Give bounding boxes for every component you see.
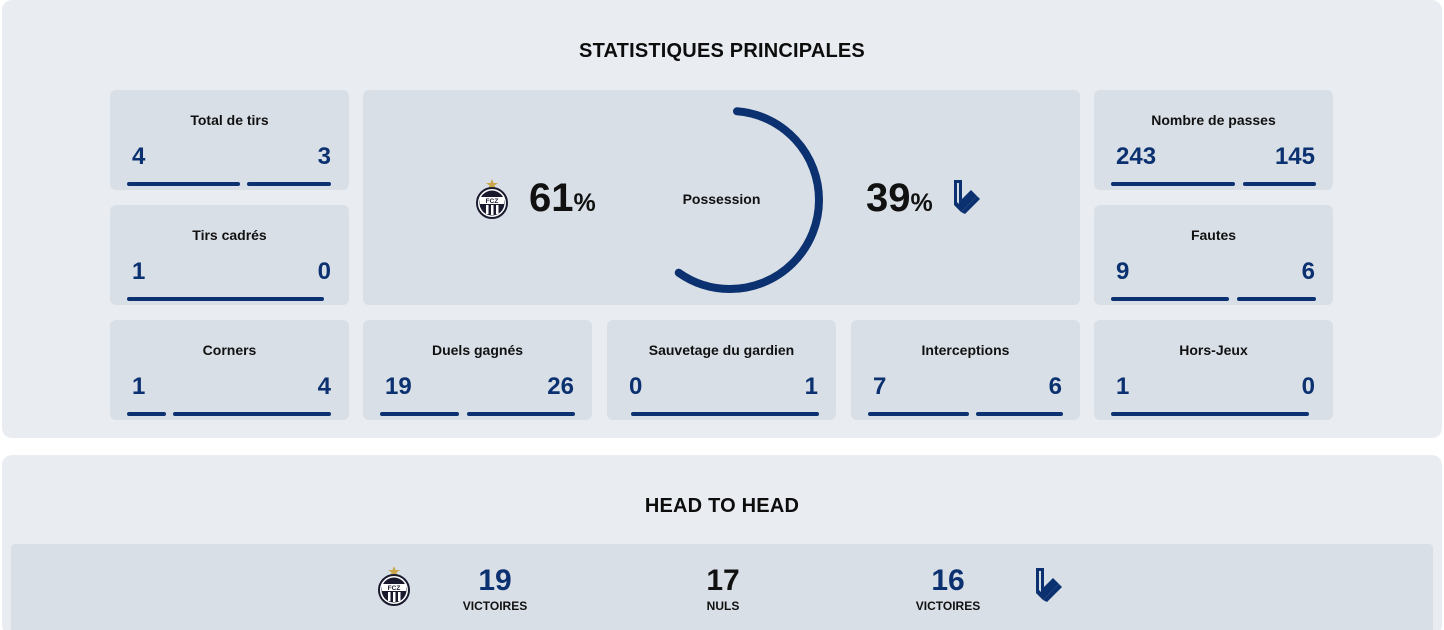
stat-card-passes: Nombre de passes 243 145 <box>1094 90 1333 190</box>
stat-label: Nombre de passes <box>1151 112 1276 128</box>
stat-label: Sauvetage du gardien <box>648 342 795 358</box>
possession-card: FCZ 61% Possession 39% <box>363 90 1080 305</box>
away-team-logo-icon <box>951 177 983 222</box>
stat-away-value: 0 <box>317 258 331 285</box>
head-to-head-strip: FCZ 19 VICTOIRES 17 NULS 16 VICTOIRES <box>11 544 1433 630</box>
stat-label: Hors-Jeux <box>1179 342 1248 358</box>
stat-away-bar <box>631 412 819 416</box>
stat-label: Tirs cadrés <box>192 227 267 243</box>
stat-label: Total de tirs <box>190 112 269 128</box>
stat-away-value: 6 <box>1301 258 1315 285</box>
away-wins-value: 16 <box>931 564 965 597</box>
home-team-crest-icon: FCZ <box>475 179 509 224</box>
stat-card-fouls: Fautes 9 6 <box>1094 205 1333 305</box>
stat-home-value: 1 <box>132 373 146 400</box>
stat-card-offsides: Hors-Jeux 1 0 <box>1094 320 1333 420</box>
stat-home-value: 1 <box>132 258 146 285</box>
stat-away-bar <box>976 412 1063 416</box>
home-wins-value: 19 <box>478 564 512 597</box>
stat-home-value: 1 <box>1116 373 1130 400</box>
head-to-head-section: HEAD TO HEAD FCZ 19 VICTOIRES 17 NULS 16… <box>2 455 1442 630</box>
stat-away-value: 1 <box>804 373 818 400</box>
svg-text:FCZ: FCZ <box>388 585 401 592</box>
stat-away-value: 26 <box>547 373 574 400</box>
stat-label: Duels gagnés <box>431 342 524 358</box>
stat-home-bar <box>1111 297 1229 301</box>
stat-away-bar <box>173 412 331 416</box>
stat-card-total-shots: Total de tirs 4 3 <box>110 90 349 190</box>
stat-card-shots-on-target: Tirs cadrés 1 0 <box>110 205 349 305</box>
svg-text:FCZ: FCZ <box>486 198 499 205</box>
stat-card-corners: Corners 1 4 <box>110 320 349 420</box>
stat-away-bar <box>1237 297 1316 301</box>
stat-away-bar <box>467 412 575 416</box>
stat-home-bar <box>1111 182 1235 186</box>
draws-value: 17 <box>706 564 740 597</box>
stat-card-interceptions: Interceptions 7 6 <box>851 320 1080 420</box>
away-wins-label: VICTOIRES <box>915 599 981 613</box>
stat-away-value: 145 <box>1274 143 1315 170</box>
draws-label: NULS <box>706 599 740 613</box>
stat-home-bar <box>380 412 459 416</box>
stat-home-bar <box>868 412 969 416</box>
stat-home-bar <box>127 297 324 301</box>
stat-away-value: 3 <box>317 143 331 170</box>
head-to-head-title: HEAD TO HEAD <box>644 495 800 517</box>
stat-label: Corners <box>202 342 257 358</box>
stat-home-bar <box>1111 412 1309 416</box>
away-possession-value: 39% <box>866 176 933 220</box>
stat-home-value: 7 <box>873 373 887 400</box>
stat-home-value: 19 <box>385 373 412 400</box>
away-team-logo-icon <box>1033 565 1065 610</box>
possession-arc <box>637 107 823 293</box>
home-team-crest-icon: FCZ <box>377 566 411 611</box>
home-possession-value: 61% <box>529 176 596 220</box>
home-wins-label: VICTOIRES <box>462 599 528 613</box>
stat-away-bar <box>1243 182 1316 186</box>
stat-home-value: 243 <box>1116 143 1157 170</box>
stat-away-value: 6 <box>1048 373 1062 400</box>
stat-home-value: 4 <box>132 143 146 170</box>
main-stats-section: STATISTIQUES PRINCIPALES Total de tirs 4… <box>2 0 1442 438</box>
possession-ring <box>637 107 823 293</box>
stat-home-bar <box>127 182 240 186</box>
stat-away-value: 4 <box>317 373 331 400</box>
stat-home-value: 0 <box>629 373 643 400</box>
stat-home-bar <box>127 412 166 416</box>
stat-away-value: 0 <box>1301 373 1315 400</box>
stat-label: Interceptions <box>921 342 1010 358</box>
stat-label: Fautes <box>1190 227 1237 243</box>
stat-card-duels-won: Duels gagnés 19 26 <box>363 320 592 420</box>
stat-away-bar <box>247 182 331 186</box>
stat-card-goalkeeper-saves: Sauvetage du gardien 0 1 <box>607 320 836 420</box>
stat-home-value: 9 <box>1116 258 1130 285</box>
possession-label: Possession <box>682 191 761 207</box>
main-stats-title: STATISTIQUES PRINCIPALES <box>579 40 865 62</box>
